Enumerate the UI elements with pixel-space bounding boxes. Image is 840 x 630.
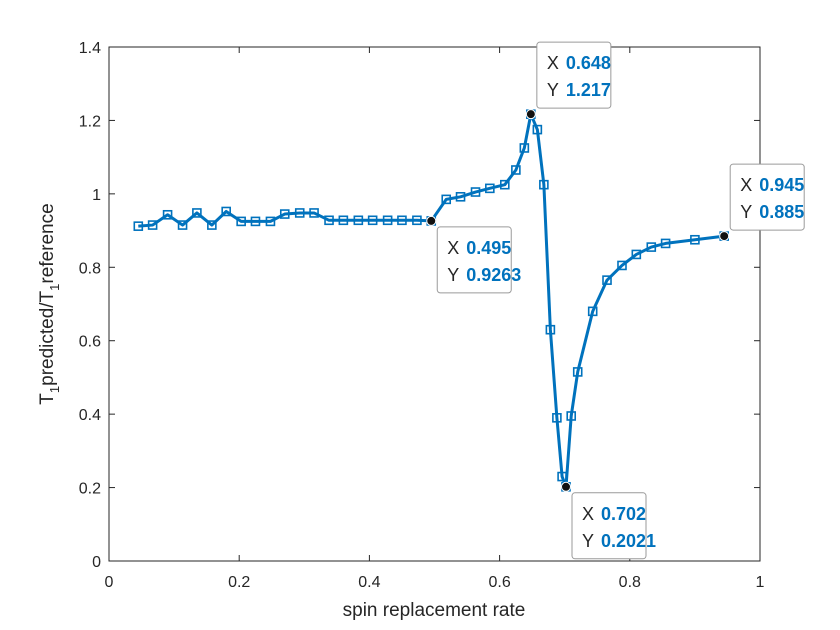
data-point-marker	[207, 220, 217, 230]
datatip-box	[436, 226, 512, 294]
datatip-marker	[719, 231, 730, 242]
y-tick-label: 1.4	[79, 40, 101, 57]
datatip-x-key: X	[582, 504, 594, 524]
data-point-marker	[382, 215, 393, 226]
x-tick-label: 0.4	[358, 574, 380, 591]
data-point-marker	[660, 238, 671, 249]
datatip-y-value: 0.9263	[466, 265, 521, 285]
datatip-x-value: 0.495	[466, 238, 511, 258]
data-point-marker	[397, 215, 407, 226]
data-point-marker	[646, 242, 657, 252]
data-point-marker	[177, 220, 188, 230]
datatip-y-value: 0.2021	[601, 531, 656, 551]
data-point-marker	[572, 367, 583, 377]
x-tick-label: 0.8	[619, 574, 641, 591]
y-tick-label: 0	[92, 554, 101, 571]
data-point-marker	[338, 215, 349, 226]
datatip[interactable]: X 0.702 Y 0.2021	[561, 481, 657, 560]
data-point-marker	[147, 220, 158, 230]
y-tick-label: 0.2	[79, 481, 101, 498]
datatip[interactable]: X 0.945 Y 0.885	[719, 163, 805, 242]
axes-box	[108, 46, 761, 562]
datatip-box	[571, 492, 647, 560]
y-axis-label: T1predicted/T1reference	[37, 203, 62, 404]
data-point-marker	[162, 209, 173, 220]
data-point-marker	[532, 124, 543, 135]
data-point-marker	[367, 215, 378, 226]
datatip-y-value: 1.217	[566, 80, 611, 100]
datatip-x-key: X	[547, 53, 559, 73]
x-tick-label: 0.2	[228, 574, 250, 591]
data-point-marker	[309, 208, 319, 218]
datatip-y-value: 0.885	[759, 202, 804, 222]
y-tick-label: 0.8	[79, 260, 101, 277]
data-point-marker	[221, 206, 231, 217]
data-point-marker	[587, 306, 598, 317]
y-label-end: reference	[37, 203, 58, 283]
datatip-x-value: 0.702	[601, 504, 646, 524]
x-tick-label: 1	[756, 574, 765, 591]
data-point-marker	[279, 209, 290, 219]
data-point-marker	[485, 183, 495, 194]
plot-area	[108, 46, 761, 562]
x-tick-label: 0.6	[488, 574, 510, 591]
data-point-marker	[455, 191, 466, 202]
data-point-marker	[566, 411, 577, 421]
data-point-marker	[133, 221, 144, 231]
data-point-marker	[353, 215, 364, 226]
x-tick-label: 0	[105, 574, 114, 591]
series-layer	[133, 109, 729, 492]
data-point-marker	[539, 179, 549, 190]
data-point-marker	[500, 179, 510, 190]
data-point-marker	[412, 215, 422, 226]
data-point-marker	[441, 194, 452, 205]
data-point-marker	[470, 187, 481, 197]
y-label-sub1: 1	[47, 386, 62, 393]
data-point-marker	[294, 208, 305, 218]
datatip-marker	[561, 481, 572, 492]
datatip-y-key: Y	[447, 265, 459, 285]
datatip-y-key: Y	[547, 80, 559, 100]
datatip-x-value: 0.945	[759, 175, 804, 195]
datatip[interactable]: X 0.495 Y 0.9263	[426, 215, 522, 294]
y-tick-label: 0.6	[79, 334, 101, 351]
y-tick-label: 0.4	[79, 407, 101, 424]
x-axis-label: spin replacement rate	[343, 600, 526, 621]
data-point-marker	[602, 275, 612, 285]
datatip-box	[729, 163, 805, 231]
datatip-marker	[426, 215, 437, 226]
y-tick-label: 1	[92, 187, 101, 204]
data-point-marker	[545, 324, 556, 335]
data-point-marker	[511, 165, 521, 175]
data-point-marker	[236, 216, 246, 227]
datatip-y-key: Y	[582, 531, 594, 551]
data-point-marker	[192, 208, 202, 218]
data-point-marker	[250, 216, 261, 227]
y-label-mid: predicted/T	[37, 290, 58, 385]
datatip-x-key: X	[447, 238, 459, 258]
datatip-x-value: 0.648	[566, 53, 611, 73]
data-point-marker	[265, 216, 276, 227]
data-point-marker	[519, 143, 530, 153]
datatip-box	[536, 41, 612, 109]
y-label-sub2: 1	[47, 284, 62, 291]
data-point-marker	[617, 260, 627, 271]
y-tick-label: 1.2	[79, 113, 101, 130]
data-point-marker	[690, 234, 700, 245]
data-point-marker	[557, 471, 567, 482]
datatip-y-key: Y	[740, 202, 752, 222]
y-label-t1: T	[37, 393, 58, 405]
datatip-x-key: X	[740, 175, 752, 195]
datatip[interactable]: X 0.648 Y 1.217	[525, 41, 612, 120]
data-point-marker	[324, 215, 334, 226]
data-point-marker	[631, 249, 642, 260]
x-axis: 0 0.2 0.4 0.6 0.8 1	[105, 47, 765, 591]
data-point-marker	[552, 413, 562, 423]
y-axis: 0 0.2 0.4 0.6 0.8 1 1.2 1.4	[79, 40, 760, 571]
datatip-marker	[525, 109, 536, 120]
